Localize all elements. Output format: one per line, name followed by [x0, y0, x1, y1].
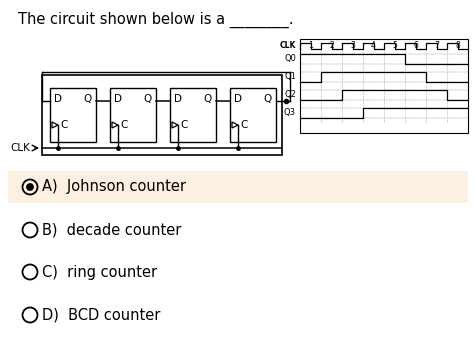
Text: 3: 3 — [350, 41, 355, 50]
Text: B)  decade counter: B) decade counter — [42, 223, 181, 237]
Text: 6: 6 — [413, 41, 418, 50]
Text: D: D — [54, 94, 62, 104]
Text: CLK: CLK — [10, 143, 30, 153]
Text: The circuit shown below is a ________.: The circuit shown below is a ________. — [18, 12, 294, 28]
Text: 2: 2 — [329, 41, 334, 50]
Text: C)  ring counter: C) ring counter — [42, 265, 157, 279]
Text: Q: Q — [144, 94, 152, 104]
Text: Q: Q — [264, 94, 272, 104]
Text: 4: 4 — [371, 41, 376, 50]
Text: C: C — [240, 120, 248, 130]
Bar — [8, 171, 468, 203]
Text: Q0: Q0 — [284, 55, 296, 63]
Text: D: D — [234, 94, 242, 104]
Text: 8: 8 — [455, 41, 460, 50]
Bar — [170, 88, 216, 142]
Bar — [50, 88, 96, 142]
Bar — [230, 88, 276, 142]
Text: CLK: CLK — [279, 41, 296, 50]
Text: Q2: Q2 — [284, 90, 296, 99]
Text: D)  BCD counter: D) BCD counter — [42, 307, 160, 323]
Text: Q3: Q3 — [284, 108, 296, 118]
Text: D: D — [174, 94, 182, 104]
Text: D: D — [114, 94, 122, 104]
Text: 1: 1 — [308, 41, 313, 50]
Text: A)  Johnson counter: A) Johnson counter — [42, 179, 186, 195]
Text: C: C — [60, 120, 68, 130]
Text: Q1: Q1 — [284, 72, 296, 81]
Text: 7: 7 — [434, 41, 439, 50]
Bar — [110, 88, 156, 142]
Text: Q: Q — [84, 94, 92, 104]
Text: Q: Q — [204, 94, 212, 104]
Text: C: C — [120, 120, 128, 130]
Bar — [42, 75, 282, 155]
Bar — [300, 39, 468, 133]
Text: 5: 5 — [392, 41, 397, 50]
Text: C: C — [180, 120, 188, 130]
Circle shape — [26, 183, 34, 191]
